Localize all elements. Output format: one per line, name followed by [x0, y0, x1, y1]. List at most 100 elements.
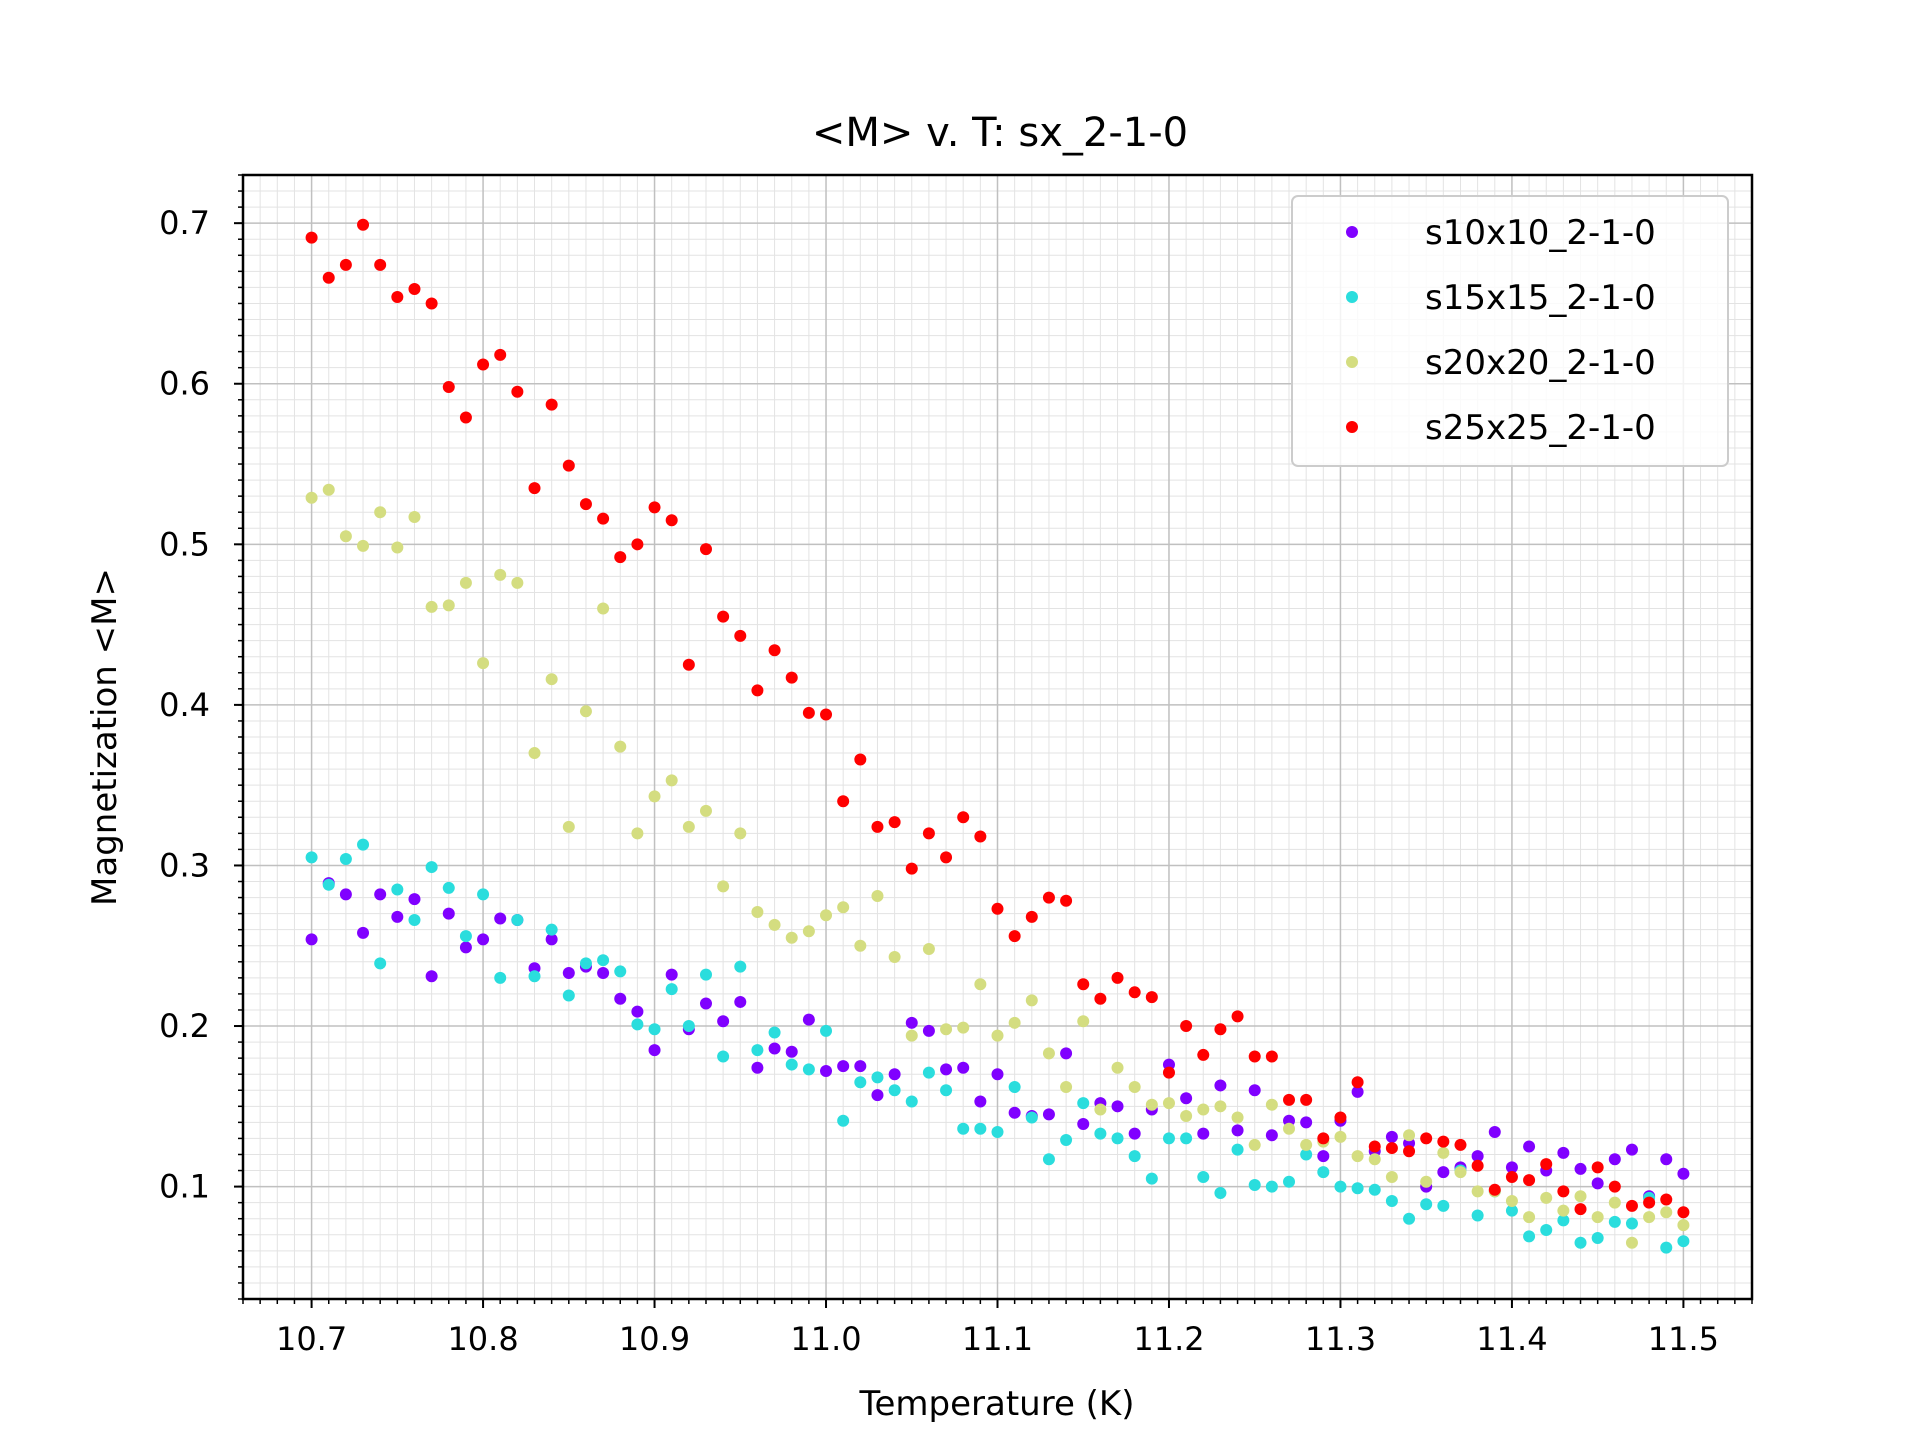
data-point	[391, 291, 404, 304]
data-point	[1162, 1132, 1175, 1145]
data-point	[1454, 1138, 1467, 1151]
legend-label: s25x25_2-1-0	[1425, 408, 1656, 448]
data-point	[665, 983, 678, 996]
data-point	[1523, 1230, 1536, 1243]
data-point	[905, 862, 918, 875]
data-point	[820, 909, 833, 922]
data-point	[579, 957, 592, 970]
data-point	[1231, 1010, 1244, 1023]
y-tick-label: 0.3	[159, 846, 210, 884]
data-point	[1180, 1092, 1193, 1105]
data-point	[734, 629, 747, 642]
data-point	[1334, 1111, 1347, 1124]
data-point	[888, 950, 901, 963]
data-point	[1094, 1103, 1107, 1116]
data-point	[322, 271, 335, 284]
data-point	[1351, 1085, 1364, 1098]
data-point	[1197, 1103, 1210, 1116]
data-point	[1197, 1127, 1210, 1140]
data-point	[1625, 1143, 1638, 1156]
data-point	[1471, 1159, 1484, 1172]
data-point	[1025, 994, 1038, 1007]
data-point	[1231, 1124, 1244, 1137]
legend-label: s20x20_2-1-0	[1425, 343, 1656, 383]
data-point	[1077, 978, 1090, 991]
x-axis: 10.7 10.8 10.9 11.0 11.1 11.2 11.3 11.4 11.5	[242, 1299, 1753, 1358]
data-point	[494, 568, 507, 581]
x-tick-label: 11.4	[1476, 1320, 1547, 1358]
data-point	[1180, 1020, 1193, 1033]
legend-box	[1291, 195, 1729, 467]
data-point	[1162, 1066, 1175, 1079]
chart-title: <M> v. T: sx_2-1-0	[812, 110, 1188, 156]
data-point	[785, 1045, 798, 1058]
legend-marker	[1346, 421, 1358, 433]
data-point	[459, 941, 472, 954]
data-point	[768, 644, 781, 657]
data-point	[682, 1020, 695, 1033]
data-point	[1540, 1158, 1553, 1171]
data-point	[1660, 1206, 1673, 1219]
data-point	[1197, 1170, 1210, 1183]
data-point	[1591, 1231, 1604, 1244]
data-point	[494, 912, 507, 925]
legend-marker	[1346, 291, 1358, 303]
data-point	[562, 989, 575, 1002]
data-point	[1197, 1048, 1210, 1061]
data-point	[854, 753, 867, 766]
data-point	[1351, 1076, 1364, 1089]
y-tick-label: 0.5	[159, 525, 210, 563]
data-point	[1317, 1166, 1330, 1179]
data-point	[1111, 1132, 1124, 1145]
data-point	[922, 1066, 935, 1079]
data-point	[1385, 1170, 1398, 1183]
data-points	[305, 218, 1690, 1254]
data-point	[1111, 1100, 1124, 1113]
data-point	[717, 1015, 730, 1028]
data-point	[751, 1061, 764, 1074]
data-point	[682, 658, 695, 671]
data-point	[1660, 1153, 1673, 1166]
data-point	[854, 1076, 867, 1089]
data-point	[1300, 1116, 1313, 1129]
data-point	[785, 931, 798, 944]
data-point	[837, 795, 850, 808]
data-point	[631, 827, 644, 840]
data-point	[1608, 1215, 1621, 1228]
data-point	[1214, 1079, 1227, 1092]
data-point	[528, 482, 541, 495]
data-point	[442, 907, 455, 920]
data-point	[1265, 1050, 1278, 1063]
data-point	[905, 1016, 918, 1029]
data-point	[940, 1023, 953, 1036]
data-point	[408, 893, 421, 906]
data-point	[1591, 1161, 1604, 1174]
data-point	[1317, 1132, 1330, 1145]
legend-label: s10x10_2-1-0	[1425, 213, 1656, 253]
data-point	[1128, 1127, 1141, 1140]
data-point	[991, 1126, 1004, 1139]
data-point	[1231, 1111, 1244, 1124]
data-point	[699, 968, 712, 981]
data-point	[1128, 986, 1141, 999]
x-tick-label: 11.3	[1305, 1320, 1376, 1358]
data-point	[511, 385, 524, 398]
data-point	[1008, 1081, 1021, 1094]
data-point	[957, 1061, 970, 1074]
data-point	[768, 918, 781, 931]
data-point	[1025, 910, 1038, 923]
data-point	[991, 1068, 1004, 1081]
data-point	[1591, 1211, 1604, 1224]
data-point	[1385, 1130, 1398, 1143]
data-point	[1505, 1161, 1518, 1174]
data-point	[1488, 1126, 1501, 1139]
data-point	[494, 971, 507, 984]
data-point	[1008, 1106, 1021, 1119]
data-point	[768, 1026, 781, 1039]
data-point	[425, 297, 438, 310]
data-point	[699, 804, 712, 817]
data-point	[1094, 992, 1107, 1005]
data-point	[734, 960, 747, 973]
data-point	[357, 838, 370, 851]
